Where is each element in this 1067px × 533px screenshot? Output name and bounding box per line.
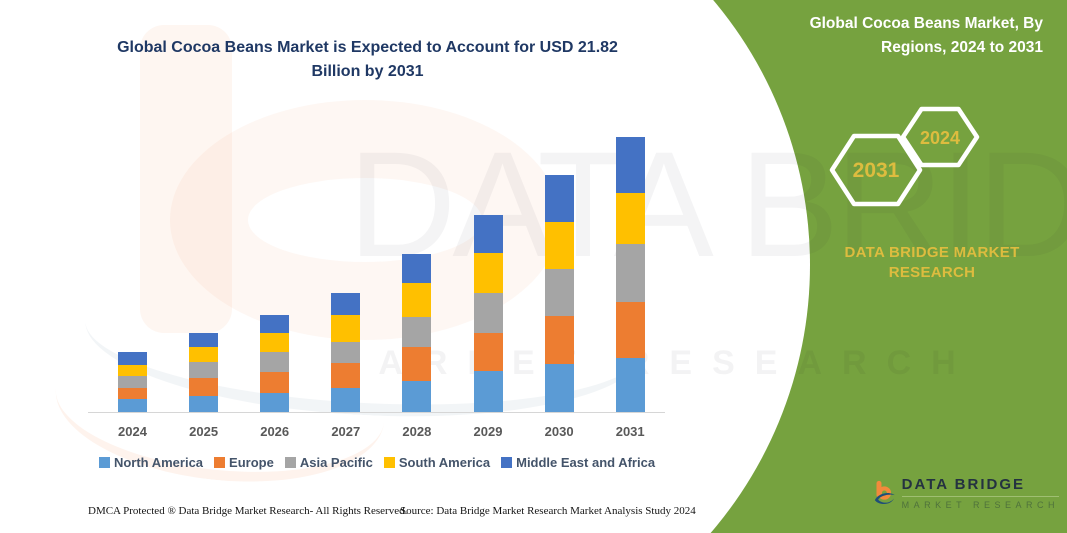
- segment-north-america-2027: [331, 387, 361, 412]
- segment-south-america-2029: [473, 252, 503, 294]
- panel-title: Global Cocoa Beans Market, By Regions, 2…: [809, 15, 1043, 56]
- legend-label-south-america: South America: [398, 455, 491, 470]
- legend-label-middle-east-and-africa: Middle East and Africa: [516, 455, 656, 470]
- x-axis-labels: 2024 2025 2026 2027 2028 2029 2030 2031: [0, 424, 1067, 442]
- segment-north-america-2025: [189, 396, 219, 412]
- bar-2031: [615, 137, 645, 412]
- segment-asia-pacific-2031: [615, 244, 645, 303]
- stacked-bar-plot: [88, 136, 666, 412]
- legend-label-asia-pacific: Asia Pacific: [299, 455, 373, 470]
- segment-middle-east-and-africa-2026: [260, 314, 290, 334]
- segment-middle-east-and-africa-2027: [331, 293, 361, 316]
- legend-item-north-america: North America: [98, 455, 204, 470]
- x-tick-label-2028: 2028: [402, 424, 432, 439]
- bar-2028: [402, 254, 432, 412]
- bar-2027: [331, 293, 361, 412]
- segment-south-america-2030: [544, 221, 574, 269]
- bar-2026: [260, 314, 290, 412]
- segment-asia-pacific-2024: [118, 376, 147, 388]
- segment-europe-2026: [260, 372, 290, 393]
- segment-middle-east-and-africa-2030: [544, 174, 574, 222]
- segment-south-america-2031: [615, 192, 645, 245]
- chart-legend: North America Europe Asia Pacific South Ame…: [88, 455, 666, 470]
- segment-asia-pacific-2026: [260, 351, 290, 373]
- x-tick-label-2029: 2029: [473, 424, 503, 439]
- segment-europe-2027: [331, 363, 361, 388]
- bar-2024: [118, 352, 147, 412]
- legend-swatch-middle-east-and-africa: [501, 457, 513, 468]
- year-badges: 2031 2024: [820, 95, 995, 220]
- logo-text-block: DATA BRIDGE MARKET RESEARCH: [901, 476, 1059, 510]
- segment-north-america-2026: [260, 392, 290, 412]
- legend-label-europe: Europe: [229, 455, 274, 470]
- segment-middle-east-and-africa-2025: [189, 333, 219, 347]
- logo-name: DATA BRIDGE: [901, 476, 1026, 493]
- segment-europe-2031: [615, 302, 645, 359]
- legend-swatch-south-america: [383, 457, 395, 468]
- segment-south-america-2025: [189, 346, 219, 362]
- badge-year-2024: 2024: [920, 128, 960, 148]
- segment-middle-east-and-africa-2029: [473, 215, 503, 253]
- legend-item-asia-pacific: Asia Pacific: [284, 455, 373, 470]
- segment-asia-pacific-2025: [189, 361, 219, 379]
- x-tick-label-2026: 2026: [260, 424, 290, 439]
- badge-year-2031: 2031: [853, 159, 900, 182]
- segment-north-america-2028: [402, 381, 432, 412]
- legend-swatch-north-america: [98, 457, 110, 468]
- x-tick-label-2031: 2031: [615, 424, 645, 439]
- x-tick-label-2030: 2030: [544, 424, 574, 439]
- segment-south-america-2026: [260, 333, 290, 352]
- segment-south-america-2024: [118, 364, 147, 377]
- segment-middle-east-and-africa-2028: [402, 254, 432, 284]
- segment-europe-2024: [118, 387, 147, 400]
- logo-divider: [901, 496, 1059, 497]
- bar-2029: [473, 215, 503, 412]
- company-logo: DATA BRIDGE MARKET RESEARCH: [874, 458, 1059, 528]
- segment-europe-2025: [189, 378, 219, 397]
- logo-subtitle: MARKET RESEARCH: [901, 500, 1059, 510]
- x-axis-line: [88, 412, 665, 413]
- segment-middle-east-and-africa-2024: [118, 352, 147, 365]
- hexagon-2024: [900, 106, 980, 168]
- segment-asia-pacific-2028: [402, 317, 432, 347]
- segment-north-america-2029: [473, 371, 503, 412]
- segment-asia-pacific-2027: [331, 342, 361, 364]
- dmca-notice: DMCA Protected ® Data Bridge Market Rese…: [88, 505, 408, 517]
- source-note: Source: Data Bridge Market Research Mark…: [400, 505, 696, 517]
- segment-europe-2029: [473, 332, 503, 372]
- legend-swatch-europe: [214, 457, 226, 468]
- legend-item-middle-east-and-africa: Middle East and Africa: [501, 455, 655, 470]
- segment-north-america-2030: [544, 364, 574, 412]
- legend-swatch-asia-pacific: [284, 457, 296, 468]
- segment-europe-2028: [402, 346, 432, 382]
- segment-north-america-2024: [118, 399, 147, 412]
- legend-item-europe: Europe: [214, 455, 274, 470]
- chart-title: Global Cocoa Beans Market is Expected to…: [117, 39, 618, 80]
- x-tick-label-2027: 2027: [331, 424, 361, 439]
- hexagon-2031: [829, 133, 923, 207]
- brand-wordmark: DATA BRIDGE MARKET RESEARCH: [844, 244, 1020, 281]
- data-bridge-logo-icon: [874, 480, 895, 504]
- segment-europe-2030: [544, 316, 574, 365]
- segment-north-america-2031: [615, 358, 645, 412]
- segment-asia-pacific-2030: [544, 268, 574, 317]
- x-tick-label-2024: 2024: [118, 424, 147, 439]
- x-tick-label-2025: 2025: [189, 424, 219, 439]
- segment-south-america-2027: [331, 315, 361, 343]
- segment-south-america-2028: [402, 283, 432, 318]
- legend-label-north-america: North America: [113, 455, 204, 470]
- segment-asia-pacific-2029: [473, 293, 503, 333]
- hexagon-badges-graphic: 2031 2024: [829, 106, 980, 207]
- bar-2030: [544, 174, 574, 412]
- segment-middle-east-and-africa-2031: [615, 137, 645, 193]
- legend-item-south-america: South America: [383, 455, 491, 470]
- bar-2025: [189, 333, 219, 412]
